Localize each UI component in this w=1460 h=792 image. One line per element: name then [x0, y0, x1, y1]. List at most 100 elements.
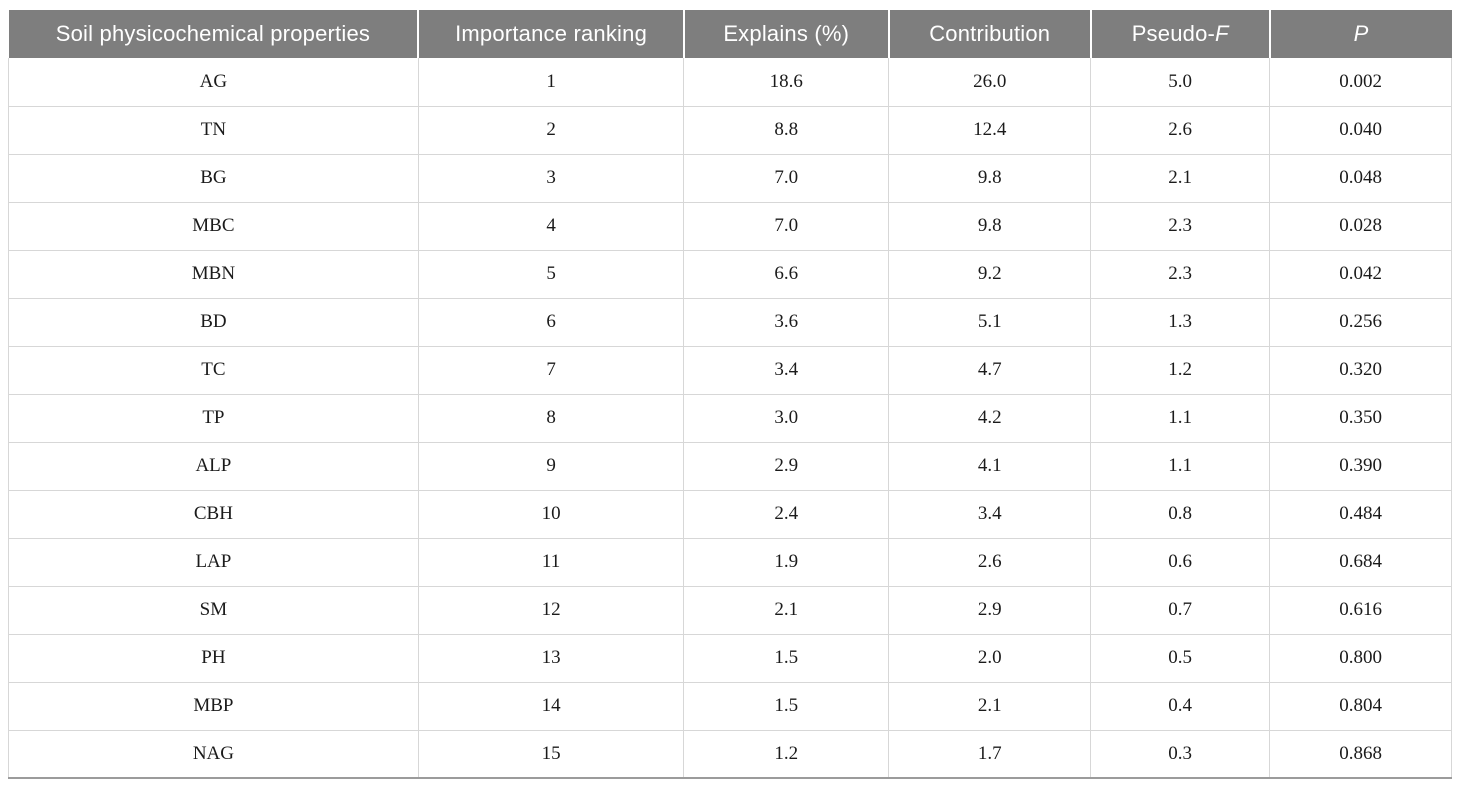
cell-explains-percent: 1.5 — [683, 681, 890, 731]
cell-pseudo-f: 0.8 — [1090, 489, 1271, 539]
pseudo-f-italic: F — [1215, 21, 1229, 46]
cell-importance-ranking: 13 — [417, 633, 685, 683]
cell-property: SM — [8, 585, 419, 635]
cell-p-value: 0.028 — [1269, 201, 1452, 251]
cell-property: MBN — [8, 249, 419, 299]
cell-property: CBH — [8, 489, 419, 539]
table-body: AG 1 18.6 26.0 5.0 0.002 TN 2 8.8 12.4 2… — [8, 58, 1452, 778]
table-header: Soil physicochemical properties Importan… — [8, 10, 1452, 58]
column-header-p-value: P — [1268, 10, 1452, 58]
cell-importance-ranking: 5 — [417, 249, 685, 299]
cell-p-value: 0.868 — [1269, 729, 1452, 778]
cell-property: ALP — [8, 441, 419, 491]
header-row: Soil physicochemical properties Importan… — [8, 10, 1452, 58]
cell-importance-ranking: 7 — [417, 345, 685, 395]
cell-explains-percent: 1.9 — [683, 537, 890, 587]
table-row: MBP 14 1.5 2.1 0.4 0.804 — [8, 681, 1452, 731]
cell-property: TN — [8, 105, 419, 155]
cell-importance-ranking: 1 — [417, 58, 685, 107]
cell-pseudo-f: 0.6 — [1090, 537, 1271, 587]
cell-contribution: 2.9 — [888, 585, 1092, 635]
cell-explains-percent: 2.1 — [683, 585, 890, 635]
cell-importance-ranking: 11 — [417, 537, 685, 587]
cell-pseudo-f: 2.3 — [1090, 249, 1271, 299]
cell-property: MBP — [8, 681, 419, 731]
cell-explains-percent: 8.8 — [683, 105, 890, 155]
cell-importance-ranking: 2 — [417, 105, 685, 155]
cell-importance-ranking: 10 — [417, 489, 685, 539]
cell-pseudo-f: 2.6 — [1090, 105, 1271, 155]
cell-contribution: 3.4 — [888, 489, 1092, 539]
cell-importance-ranking: 3 — [417, 153, 685, 203]
cell-pseudo-f: 0.3 — [1090, 729, 1271, 778]
cell-property: AG — [8, 58, 419, 107]
cell-p-value: 0.616 — [1269, 585, 1452, 635]
cell-contribution: 12.4 — [888, 105, 1092, 155]
cell-explains-percent: 3.0 — [683, 393, 890, 443]
cell-explains-percent: 3.6 — [683, 297, 890, 347]
cell-p-value: 0.484 — [1269, 489, 1452, 539]
cell-p-value: 0.350 — [1269, 393, 1452, 443]
cell-pseudo-f: 2.3 — [1090, 201, 1271, 251]
cell-explains-percent: 7.0 — [683, 201, 890, 251]
cell-pseudo-f: 5.0 — [1090, 58, 1271, 107]
cell-explains-percent: 6.6 — [683, 249, 890, 299]
p-italic: P — [1353, 21, 1369, 46]
cell-importance-ranking: 14 — [417, 681, 685, 731]
cell-contribution: 5.1 — [888, 297, 1092, 347]
cell-pseudo-f: 1.1 — [1090, 441, 1271, 491]
cell-p-value: 0.684 — [1269, 537, 1452, 587]
cell-contribution: 4.7 — [888, 345, 1092, 395]
cell-importance-ranking: 8 — [417, 393, 685, 443]
cell-importance-ranking: 12 — [417, 585, 685, 635]
cell-explains-percent: 3.4 — [683, 345, 890, 395]
table-row: AG 1 18.6 26.0 5.0 0.002 — [8, 58, 1452, 107]
cell-contribution: 1.7 — [888, 729, 1092, 778]
cell-p-value: 0.040 — [1269, 105, 1452, 155]
cell-p-value: 0.804 — [1269, 681, 1452, 731]
cell-importance-ranking: 6 — [417, 297, 685, 347]
table-row: PH 13 1.5 2.0 0.5 0.800 — [8, 633, 1452, 683]
table-row: CBH 10 2.4 3.4 0.8 0.484 — [8, 489, 1452, 539]
column-header-explains-percent: Explains (%) — [682, 10, 889, 58]
cell-property: BD — [8, 297, 419, 347]
cell-importance-ranking: 15 — [417, 729, 685, 778]
cell-property: LAP — [8, 537, 419, 587]
table-row: ALP 9 2.9 4.1 1.1 0.390 — [8, 441, 1452, 491]
cell-pseudo-f: 0.5 — [1090, 633, 1271, 683]
cell-property: MBC — [8, 201, 419, 251]
cell-contribution: 4.2 — [888, 393, 1092, 443]
cell-p-value: 0.042 — [1269, 249, 1452, 299]
cell-property: PH — [8, 633, 419, 683]
cell-pseudo-f: 1.1 — [1090, 393, 1271, 443]
cell-contribution: 2.6 — [888, 537, 1092, 587]
table-row: BG 3 7.0 9.8 2.1 0.048 — [8, 153, 1452, 203]
cell-contribution: 9.8 — [888, 153, 1092, 203]
cell-property: TC — [8, 345, 419, 395]
cell-contribution: 26.0 — [888, 58, 1092, 107]
cell-pseudo-f: 0.7 — [1090, 585, 1271, 635]
table-row: TP 8 3.0 4.2 1.1 0.350 — [8, 393, 1452, 443]
cell-pseudo-f: 2.1 — [1090, 153, 1271, 203]
cell-explains-percent: 1.2 — [683, 729, 890, 778]
cell-p-value: 0.390 — [1269, 441, 1452, 491]
table-row: TN 2 8.8 12.4 2.6 0.040 — [8, 105, 1452, 155]
cell-contribution: 4.1 — [888, 441, 1092, 491]
cell-property: BG — [8, 153, 419, 203]
cell-contribution: 2.0 — [888, 633, 1092, 683]
cell-p-value: 0.048 — [1269, 153, 1452, 203]
cell-property: NAG — [8, 729, 419, 778]
cell-explains-percent: 2.9 — [683, 441, 890, 491]
cell-importance-ranking: 9 — [417, 441, 685, 491]
cell-contribution: 2.1 — [888, 681, 1092, 731]
table-row: LAP 11 1.9 2.6 0.6 0.684 — [8, 537, 1452, 587]
table-row: SM 12 2.1 2.9 0.7 0.616 — [8, 585, 1452, 635]
column-header-soil-properties: Soil physicochemical properties — [8, 10, 419, 58]
cell-explains-percent: 18.6 — [683, 58, 890, 107]
table-row: BD 6 3.6 5.1 1.3 0.256 — [8, 297, 1452, 347]
cell-property: TP — [8, 393, 419, 443]
cell-explains-percent: 1.5 — [683, 633, 890, 683]
cell-importance-ranking: 4 — [417, 201, 685, 251]
cell-pseudo-f: 1.2 — [1090, 345, 1271, 395]
